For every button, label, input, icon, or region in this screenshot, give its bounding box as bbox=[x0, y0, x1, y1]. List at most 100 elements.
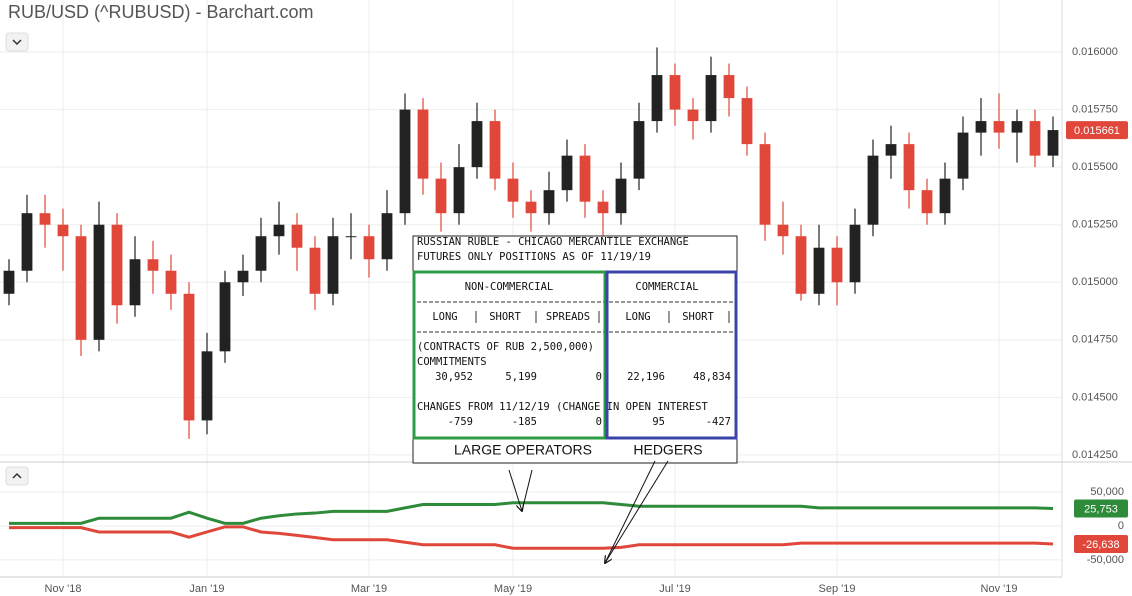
x-tick-label: May '19 bbox=[494, 583, 532, 595]
candle-body bbox=[93, 224, 105, 340]
candle-body bbox=[813, 247, 825, 294]
y-tick-label: -50,000 bbox=[1087, 554, 1124, 566]
candle-body bbox=[705, 75, 717, 122]
last-price-box bbox=[1066, 121, 1128, 140]
candle-body bbox=[453, 167, 465, 214]
candle-body bbox=[273, 224, 285, 237]
last-price-label: 0.015661 bbox=[1074, 125, 1120, 137]
cot-title: FUTURES ONLY POSITIONS AS OF 11/19/19 bbox=[417, 251, 651, 263]
candle-body bbox=[165, 270, 177, 294]
cot-box: RUSSIAN RUBLE - CHICAGO MERCANTILE EXCHA… bbox=[412, 235, 738, 564]
candle-body bbox=[75, 236, 87, 340]
candle-body bbox=[831, 247, 843, 283]
x-tick-label: Nov '18 bbox=[45, 583, 82, 595]
candle-body bbox=[633, 121, 645, 179]
arrow bbox=[521, 469, 533, 512]
candle-body bbox=[597, 201, 609, 214]
y-tick-label: 0.015000 bbox=[1072, 276, 1118, 288]
x-tick-label: Mar '19 bbox=[351, 583, 387, 595]
column-label: SHORT bbox=[489, 311, 521, 323]
cot-label: COMMITMENTS bbox=[417, 356, 487, 368]
candle-body bbox=[903, 144, 915, 191]
y-tick-label: 0.015500 bbox=[1072, 161, 1118, 173]
expand-button[interactable] bbox=[5, 466, 29, 486]
commitment-value: 5,199 bbox=[505, 371, 537, 383]
candle-body bbox=[525, 201, 537, 214]
x-tick-label: Jul '19 bbox=[659, 583, 690, 595]
candle-body bbox=[327, 236, 339, 294]
change-value: -759 bbox=[448, 416, 473, 428]
candle-body bbox=[129, 259, 141, 306]
group-caption: LARGE OPERATORS bbox=[454, 442, 592, 458]
candle-body bbox=[489, 121, 501, 179]
candle-body bbox=[345, 236, 357, 238]
y-tick-label: 0.014500 bbox=[1072, 391, 1118, 403]
change-value: -427 bbox=[706, 416, 731, 428]
candle-body bbox=[579, 155, 591, 202]
candle-body bbox=[201, 351, 213, 421]
candle-body bbox=[291, 224, 303, 248]
x-tick-label: Sep '19 bbox=[819, 583, 856, 595]
candle-body bbox=[885, 144, 897, 156]
candle-body bbox=[309, 247, 321, 294]
candle-body bbox=[399, 109, 411, 214]
x-tick-label: Nov '19 bbox=[981, 583, 1018, 595]
candle-body bbox=[417, 109, 429, 179]
candle-body bbox=[183, 293, 195, 421]
last-value-box bbox=[1074, 535, 1128, 554]
column-label: LONG bbox=[625, 311, 650, 323]
cot-title: RUSSIAN RUBLE - CHICAGO MERCANTILE EXCHA… bbox=[417, 236, 689, 248]
x-tick-label: Jan '19 bbox=[189, 583, 224, 595]
y-tick-label: 0.015250 bbox=[1072, 219, 1118, 231]
change-value: -185 bbox=[512, 416, 537, 428]
commitment-value: 0 bbox=[596, 371, 602, 383]
collapse-button[interactable] bbox=[5, 32, 29, 52]
candle-body bbox=[957, 132, 969, 179]
candle-body bbox=[777, 224, 789, 237]
candle-body bbox=[759, 144, 771, 225]
candle-body bbox=[1029, 121, 1041, 156]
candle-body bbox=[147, 259, 159, 271]
group-caption: HEDGERS bbox=[633, 442, 702, 458]
column-label: SHORT bbox=[682, 311, 714, 323]
change-value: 0 bbox=[596, 416, 602, 428]
group-label: COMMERCIAL bbox=[635, 281, 698, 293]
y-tick-label: 0 bbox=[1118, 520, 1124, 532]
chart-title: RUB/USD (^RUBUSD) - Barchart.com bbox=[8, 2, 313, 22]
arrow bbox=[508, 469, 522, 511]
column-label: LONG bbox=[432, 311, 457, 323]
candle-body bbox=[561, 155, 573, 191]
group-frame bbox=[605, 270, 738, 440]
last-value-label: 25,753 bbox=[1084, 503, 1118, 515]
column-label: SPREADS bbox=[546, 311, 590, 323]
candle-body bbox=[975, 121, 987, 133]
commitment-value: 30,952 bbox=[435, 371, 473, 383]
candle-body bbox=[921, 190, 933, 214]
last-value-label: -26,638 bbox=[1082, 539, 1119, 551]
candle-body bbox=[651, 75, 663, 122]
candle-body bbox=[849, 224, 861, 283]
arrow bbox=[605, 460, 669, 563]
arrow bbox=[604, 460, 656, 564]
candle-body bbox=[741, 98, 753, 145]
candle-body bbox=[57, 224, 69, 237]
y-tick-label: 0.016000 bbox=[1072, 46, 1118, 58]
candle-body bbox=[471, 121, 483, 168]
candle-body bbox=[1011, 121, 1023, 133]
cot-units: (CONTRACTS OF RUB 2,500,000) bbox=[417, 341, 594, 353]
commitment-value: 22,196 bbox=[627, 371, 665, 383]
candle-body bbox=[219, 282, 231, 352]
group-label: NON-COMMERCIAL bbox=[465, 281, 554, 293]
candle-body bbox=[723, 75, 735, 99]
candle-body bbox=[795, 236, 807, 294]
candle-body bbox=[21, 213, 33, 271]
candle-body bbox=[111, 224, 123, 306]
series-line bbox=[9, 501, 1054, 525]
candle-body bbox=[867, 155, 879, 225]
y-tick-label: 0.014750 bbox=[1072, 334, 1118, 346]
marks bbox=[3, 47, 1059, 550]
candle-body bbox=[939, 178, 951, 214]
candle-body bbox=[1047, 130, 1059, 156]
y-tick-label: 50,000 bbox=[1090, 486, 1124, 498]
